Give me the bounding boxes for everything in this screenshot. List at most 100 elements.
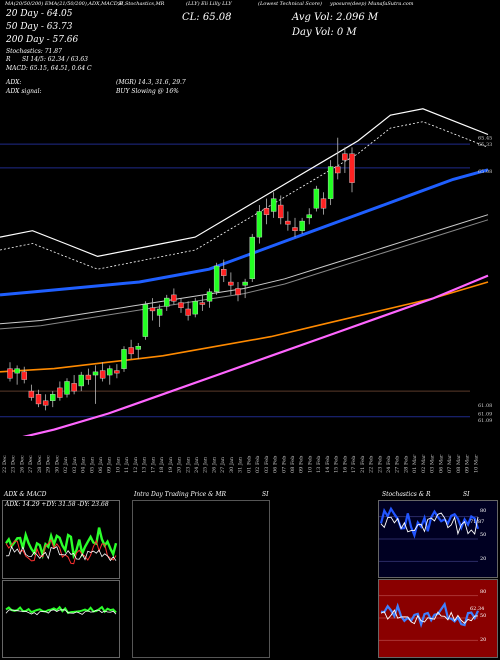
candle-body (185, 308, 191, 316)
date-label: 22 Dec (2, 455, 8, 473)
intraday-panel (132, 500, 270, 658)
header-ticker: (LLY) Eli Lilly LLY (186, 1, 232, 7)
buy-signal-label: BUY Slowing @ 16% (116, 88, 179, 95)
date-label: 05 Jan (89, 456, 95, 473)
candle-body (221, 269, 227, 276)
support-magenta-line (22, 274, 489, 436)
adx-values-line: ADX: 14.29 +DY: 31.58 -DY: 23.68 (5, 501, 109, 508)
date-label: 08 Mar (456, 454, 462, 473)
date-label: 27 Dec (28, 455, 34, 473)
date-label: 04 Jan (81, 456, 87, 473)
date-label: 02 Jan (63, 456, 69, 473)
adx-label: ADX: (6, 79, 22, 86)
date-label: 09 Mar (465, 454, 471, 473)
header-indicators-2: SI,Stochastics,MR (118, 1, 165, 7)
adx-values: (MGR) 14.3, 31.6, 29.7 (116, 79, 186, 86)
date-label: 15 Feb (334, 456, 340, 473)
adx-line (5, 545, 117, 562)
date-label: 17 Feb (351, 456, 357, 473)
candle-body (114, 370, 120, 374)
stoch-value: 71.87 (470, 519, 485, 525)
stoch-si: SI (463, 491, 470, 498)
candle-body (85, 374, 92, 380)
candle-body (192, 301, 198, 315)
intraday-title: Intra Day Trading Price & MR (134, 491, 227, 498)
date-label: 10 Feb (307, 456, 313, 473)
date-label: 03 Feb (264, 456, 270, 473)
header-indicators: MA(20/50/200) EMA(21/50/200),ADX,MACD,B (5, 1, 123, 7)
date-label: 28 Feb (403, 456, 409, 473)
candle-body (270, 198, 277, 212)
macd-label: MACD: 65.15, 64.51, 0.64 C (6, 65, 92, 72)
date-label: 14 Feb (325, 456, 331, 473)
stoch-tick-50: 50 (480, 532, 487, 538)
ema-orange-line (0, 281, 489, 373)
header-site: yposure(deep) MunafaSutra.com (330, 1, 414, 7)
stoch-tick-20: 20 (480, 556, 487, 562)
ema-blue-line (0, 168, 489, 297)
candle-body (107, 368, 113, 376)
candle-body (7, 368, 13, 379)
candle-body (178, 302, 184, 308)
candle-body (278, 204, 284, 219)
date-label: 23 Jan (185, 456, 191, 473)
candle-body (313, 188, 320, 209)
price-label: 65.33 (478, 142, 492, 148)
candle-body (256, 211, 263, 238)
date-label: 25 Jan (203, 456, 209, 473)
date-label: 11 Jan (124, 456, 130, 473)
header-score: (Lowest Technical Score) (258, 1, 322, 7)
candle-body (249, 236, 255, 280)
stochastics-label: Stochastics: 71.87 (6, 48, 62, 55)
stoch-d-line (380, 512, 479, 536)
date-label: 13 Feb (316, 456, 322, 473)
date-label: 02 Feb (255, 456, 261, 473)
date-label: 20 Jan (177, 456, 183, 473)
macd-signal-line (5, 609, 117, 616)
candle-body (342, 153, 348, 161)
date-label: 30 Dec (54, 455, 60, 473)
date-label: 08 Feb (290, 456, 296, 473)
date-label: 09 Feb (299, 456, 305, 473)
candle-body (142, 304, 149, 337)
si-tick-20: 20 (480, 637, 487, 643)
candle-body (306, 214, 312, 219)
date-label: 22 Feb (369, 456, 375, 473)
date-label: 24 Jan (194, 456, 200, 473)
date-label: 07 Feb (281, 456, 287, 473)
price-label: 61.08 (478, 403, 492, 409)
date-label: 26 Dec (19, 455, 25, 473)
candle-body (121, 349, 127, 369)
price-label: 61.09 (478, 418, 492, 424)
candle-body (206, 291, 213, 302)
date-label: 06 Mar (438, 454, 444, 473)
si-line (380, 601, 480, 628)
adx-macd-title: ADX & MACD (4, 491, 47, 498)
date-label: 06 Jan (98, 456, 104, 473)
adx-minus-di-line (5, 538, 117, 565)
day-vol-label: Day Vol: 0 M (292, 27, 357, 38)
candle-body (50, 394, 56, 401)
date-label: 02 Mar (421, 454, 427, 473)
date-label: 19 Jan (168, 456, 174, 473)
candle-body (57, 387, 63, 398)
date-label: 21 Feb (360, 456, 366, 473)
avg-vol-label: Avg Vol: 2.096 M (292, 12, 379, 23)
price-label: 65.45 (478, 136, 492, 142)
date-label: 16 Feb (342, 456, 348, 473)
candle-body (213, 265, 220, 292)
ema-gray-line (0, 214, 489, 325)
candle-body (327, 166, 334, 199)
si-label: R (6, 56, 11, 63)
candle-body (28, 390, 35, 398)
candle-body (71, 383, 77, 392)
date-label: 10 Mar (473, 454, 479, 473)
date-label: 18 Jan (159, 456, 165, 473)
candle-body (156, 308, 163, 316)
date-label: 24 Feb (386, 456, 392, 473)
date-label: 13 Jan (142, 456, 148, 473)
candle-body (228, 281, 234, 286)
date-label: 03 Jan (72, 456, 78, 473)
candle-body (14, 368, 20, 374)
intraday-si: SI (262, 491, 269, 498)
